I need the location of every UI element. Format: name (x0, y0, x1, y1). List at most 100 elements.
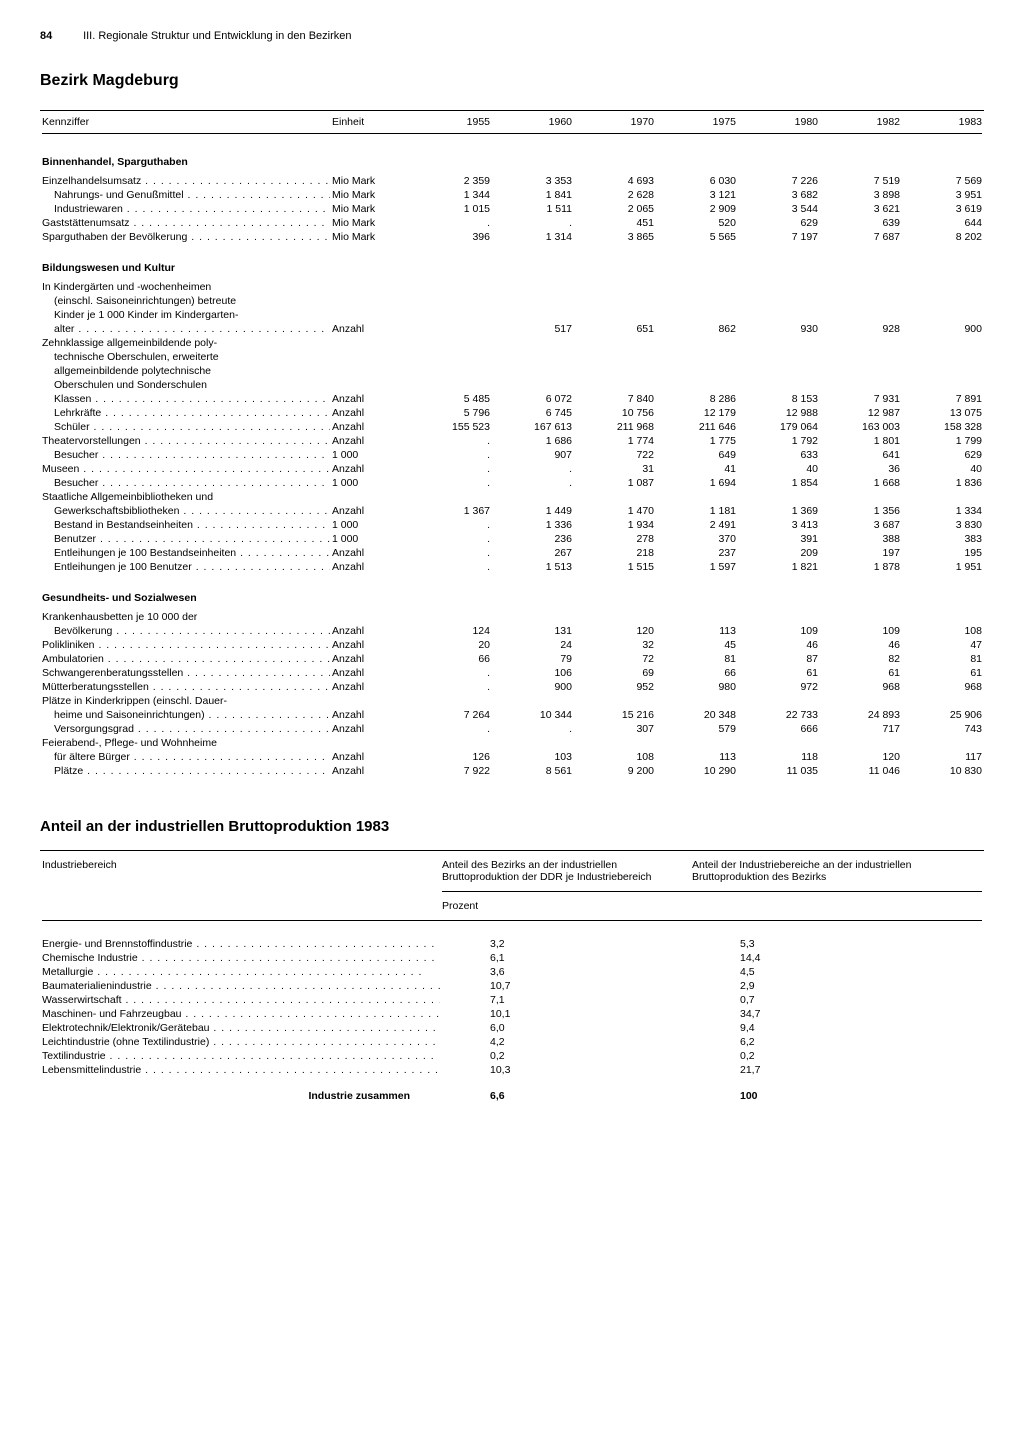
cell: 108 (574, 750, 656, 764)
cell (492, 364, 574, 378)
cell: 7 519 (820, 174, 902, 188)
cell: 2 628 (574, 188, 656, 202)
row-unit: Anzahl (330, 420, 410, 434)
cell: 1 181 (656, 504, 738, 518)
col-year: 1982 (820, 115, 902, 129)
row-unit: Mio Mark (330, 174, 410, 188)
cell: 7 687 (820, 230, 902, 244)
cell: 87 (738, 652, 820, 666)
cell: . (410, 448, 492, 462)
cell (820, 280, 902, 294)
row-label: Plätze in Kinderkrippen (einschl. Dauer- (40, 694, 330, 708)
col-year: 1970 (574, 115, 656, 129)
data-row: Kinder je 1 000 Kinder im Kindergarten- (40, 308, 984, 322)
share-a: 7,1 (440, 993, 690, 1007)
col-year: 1980 (738, 115, 820, 129)
data-row: Plätze in Kinderkrippen (einschl. Dauer- (40, 694, 984, 708)
cell: 1 015 (410, 202, 492, 216)
cell (902, 280, 984, 294)
cell: . (410, 216, 492, 230)
industry-row: Baumaterialienindustrie 10,7 2,9 (40, 979, 984, 993)
cell (738, 280, 820, 294)
data-row: Entleihungen je 100 BestandseinheitenAnz… (40, 546, 984, 560)
cell: 158 328 (902, 420, 984, 434)
cell: 20 (410, 638, 492, 652)
industry-row: Chemische Industrie 6,1 14,4 (40, 951, 984, 965)
cell: 1 344 (410, 188, 492, 202)
col-industry: Industriebereich (40, 855, 440, 887)
col-year: 1955 (410, 115, 492, 129)
data-row: Staatliche Allgemeinbibliotheken und (40, 490, 984, 504)
cell: 209 (738, 546, 820, 560)
cell: 79 (492, 652, 574, 666)
row-unit: Mio Mark (330, 188, 410, 202)
cell: 131 (492, 624, 574, 638)
cell: 629 (902, 448, 984, 462)
row-label: Theatervorstellungen (40, 434, 330, 448)
cell: 952 (574, 680, 656, 694)
section-title-2: Anteil an der industriellen Bruttoproduk… (40, 818, 984, 835)
cell: 1 878 (820, 560, 902, 574)
cell (492, 350, 574, 364)
cell: 388 (820, 532, 902, 546)
cell: 1 513 (492, 560, 574, 574)
cell: 109 (738, 624, 820, 638)
cell (738, 308, 820, 322)
cell: 1 336 (492, 518, 574, 532)
row-unit: Anzahl (330, 708, 410, 722)
cell: 1 449 (492, 504, 574, 518)
cell (902, 308, 984, 322)
cell: 641 (820, 448, 902, 462)
cell: 82 (820, 652, 902, 666)
row-label: heime und Saisoneinrichtungen) (40, 708, 330, 722)
row-unit: Anzahl (330, 750, 410, 764)
cell: 1 951 (902, 560, 984, 574)
cell: 1 511 (492, 202, 574, 216)
data-row: Bestand in Bestandseinheiten1 000.1 3361… (40, 518, 984, 532)
cell: 666 (738, 722, 820, 736)
industry-row: Elektrotechnik/Elektronik/Gerätebau 6,0 … (40, 1021, 984, 1035)
cell (820, 364, 902, 378)
row-label: Krankenhausbetten je 10 000 der (40, 610, 330, 624)
cell: 907 (492, 448, 574, 462)
cell (738, 350, 820, 364)
row-unit (330, 490, 410, 504)
cell: 108 (902, 624, 984, 638)
cell (492, 694, 574, 708)
industry-label: Textilindustrie (40, 1049, 440, 1063)
cell: 3 682 (738, 188, 820, 202)
cell (410, 336, 492, 350)
share-a: 6,1 (440, 951, 690, 965)
row-label: Industriewaren (40, 202, 330, 216)
row-unit: Anzahl (330, 722, 410, 736)
data-row: Sparguthaben der BevölkerungMio Mark3961… (40, 230, 984, 244)
cell (902, 364, 984, 378)
row-label: In Kindergärten und -wochenheimen (40, 280, 330, 294)
cell: 13 075 (902, 406, 984, 420)
cell: . (410, 476, 492, 490)
cell (492, 280, 574, 294)
section-title: Bildungswesen und Kultur (40, 244, 984, 280)
cell: . (492, 722, 574, 736)
cell: 25 906 (902, 708, 984, 722)
page-header: 84 III. Regionale Struktur und Entwicklu… (40, 30, 984, 42)
data-row: Entleihungen je 100 BenutzerAnzahl.1 513… (40, 560, 984, 574)
row-label: (einschl. Saisoneinrichtungen) betreute (40, 294, 330, 308)
row-unit: Mio Mark (330, 230, 410, 244)
cell (820, 694, 902, 708)
cell (738, 364, 820, 378)
cell: 3 413 (738, 518, 820, 532)
cell: 1 854 (738, 476, 820, 490)
cell (738, 694, 820, 708)
cell: 5 565 (656, 230, 738, 244)
row-unit: Anzahl (330, 434, 410, 448)
row-unit: Anzahl (330, 546, 410, 560)
col-year: 1975 (656, 115, 738, 129)
cell: 117 (902, 750, 984, 764)
share-a: 0,2 (440, 1049, 690, 1063)
industry-label: Metallurgie (40, 965, 440, 979)
col-share-ddr: Anteil des Bezirks an der industriellen … (440, 855, 690, 887)
cell: 968 (902, 680, 984, 694)
cell: 928 (820, 322, 902, 336)
row-unit: Anzahl (330, 624, 410, 638)
